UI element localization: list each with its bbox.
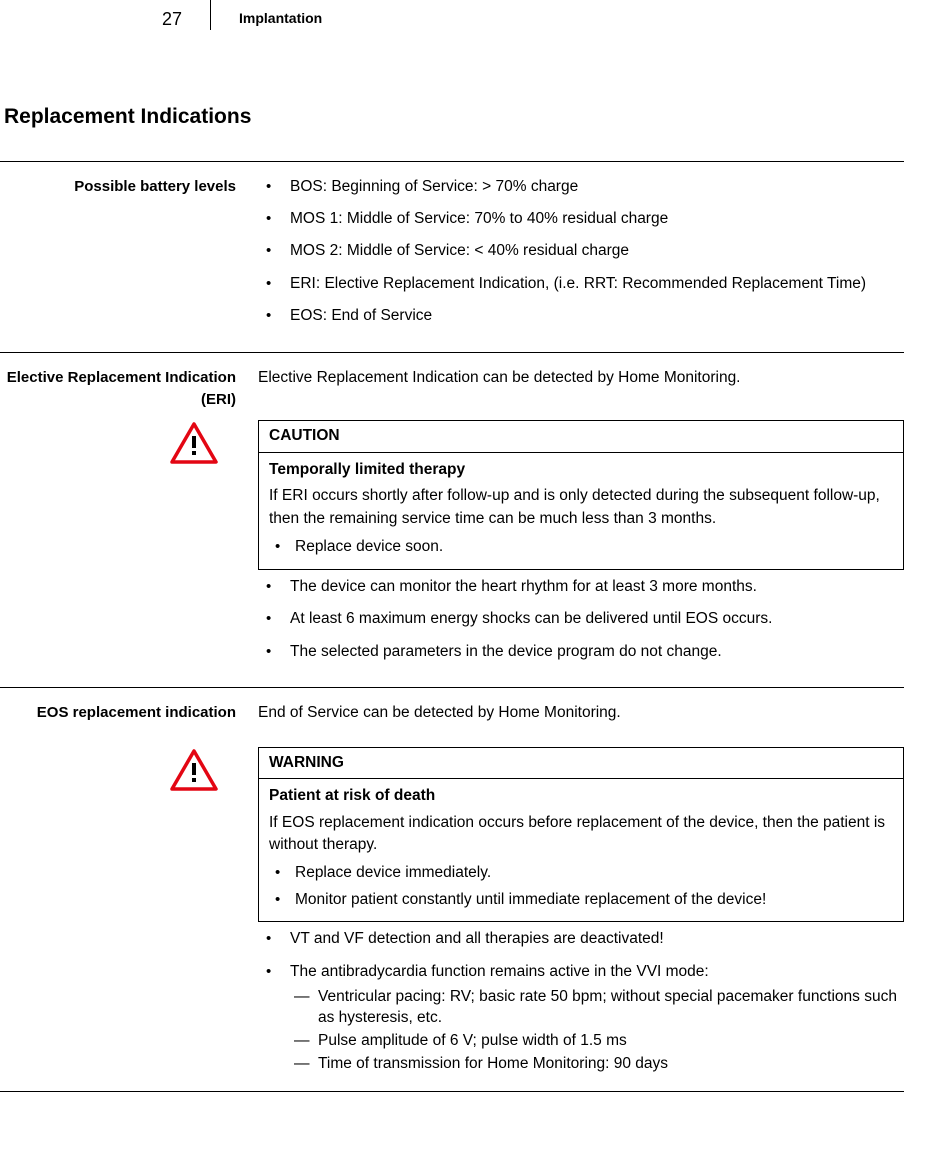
section-battery: Possible battery levels BOS: Beginning o… [0,161,904,338]
warning-action: Monitor patient constantly until immedia… [269,889,893,911]
caution-subtitle: Temporally limited therapy [259,453,903,483]
warning-header: WARNING [259,748,903,779]
caution-header: CAUTION [259,421,903,452]
warning-icon-slot [0,747,258,791]
sub-item: Pulse amplitude of 6 V; pulse width of 1… [290,1031,904,1052]
section-eri: Elective Replacement Indication (ERI) El… [0,352,904,673]
eos-label: EOS replacement indication [0,702,258,724]
sub-item: Ventricular pacing: RV; basic rate 50 bp… [290,987,904,1029]
list-item: ERI: Elective Replacement Indication, (i… [258,273,904,295]
battery-list: BOS: Beginning of Service: > 70% charge … [258,176,904,328]
list-item: MOS 2: Middle of Service: < 40% residual… [258,240,904,262]
eri-intro: Elective Replacement Indication can be d… [258,367,904,389]
eos-intro: End of Service can be detected by Home M… [258,702,904,724]
page-header: 27 Implantation [0,0,904,32]
list-item: VT and VF detection and all therapies ar… [258,928,904,950]
warning-body: If EOS replacement indication occurs bef… [259,810,903,922]
battery-content: BOS: Beginning of Service: > 70% charge … [258,176,904,338]
battery-label: Possible battery levels [0,176,258,198]
caution-box: CAUTION Temporally limited therapy If ER… [258,420,904,569]
section-eos: EOS replacement indication End of Servic… [0,687,904,1092]
eri-label: Elective Replacement Indication (ERI) [0,367,258,411]
warning-subtitle: Patient at risk of death [259,779,903,809]
main-title: Replacement Indications [4,102,904,132]
list-item: At least 6 maximum energy shocks can be … [258,608,904,630]
eri-after-list: The device can monitor the heart rhythm … [258,576,904,663]
page-number: 27 [0,0,210,32]
caution-triangle-icon [170,422,218,464]
caution-icon-slot [0,420,258,464]
eos-sublist: Ventricular pacing: RV; basic rate 50 bp… [290,987,904,1075]
caution-text: If ERI occurs shortly after follow-up an… [269,485,893,530]
list-item: MOS 1: Middle of Service: 70% to 40% res… [258,208,904,230]
caution-action: Replace device soon. [269,536,893,558]
warning-triangle-icon [170,749,218,791]
list-item-text: The antibradycardia function remains act… [290,963,709,980]
chapter-title: Implantation [211,0,322,28]
list-item: BOS: Beginning of Service: > 70% charge [258,176,904,198]
caution-body: If ERI occurs shortly after follow-up an… [259,483,903,568]
sub-item: Time of transmission for Home Monitoring… [290,1054,904,1075]
list-item: EOS: End of Service [258,305,904,327]
warning-text: If EOS replacement indication occurs bef… [269,812,893,857]
list-item: The selected parameters in the device pr… [258,641,904,663]
eos-after-list: VT and VF detection and all therapies ar… [258,928,904,1075]
warning-box: WARNING Patient at risk of death If EOS … [258,747,904,923]
list-item: The device can monitor the heart rhythm … [258,576,904,598]
list-item: The antibradycardia function remains act… [258,961,904,1075]
warning-action: Replace device immediately. [269,862,893,884]
